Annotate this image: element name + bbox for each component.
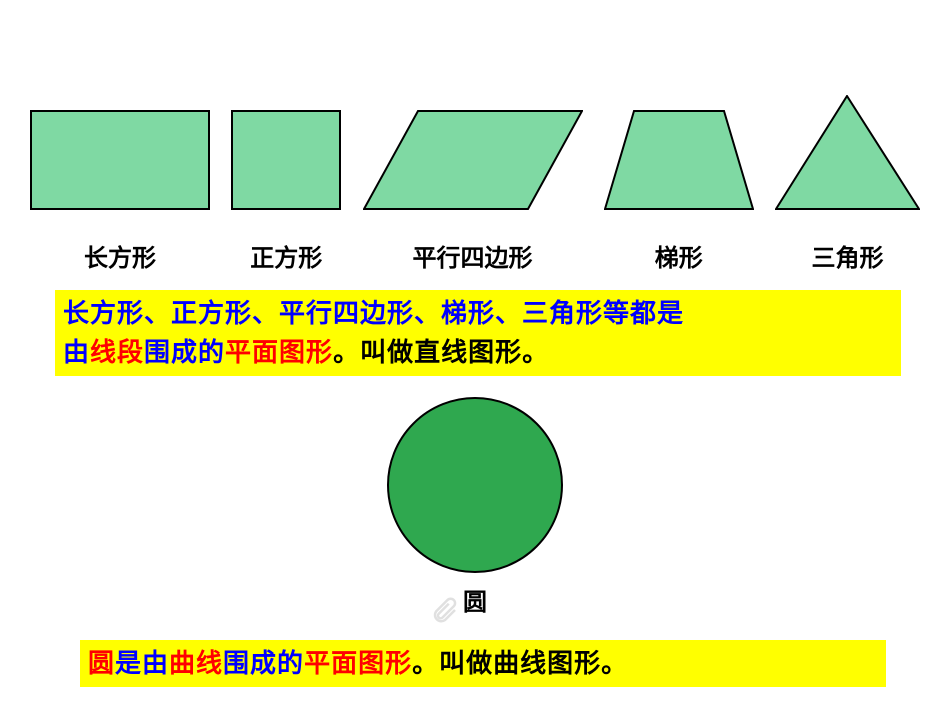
square-shape [231, 110, 341, 210]
definition-text-2: 圆是由曲线围成的平面图形。叫做曲线图形。 [80, 640, 886, 687]
square-label: 正方形 [250, 238, 322, 273]
rectangle-shape [30, 110, 210, 210]
parallelogram-shape [363, 110, 583, 210]
trapezoid-group: 梯形 [604, 110, 754, 273]
triangle-group: 三角形 [775, 95, 920, 273]
parallelogram-group: 平行四边形 [363, 110, 583, 273]
trapezoid-label: 梯形 [655, 238, 703, 273]
circle-label: 圆 [463, 582, 487, 617]
triangle-label: 三角形 [812, 238, 884, 273]
triangle-shape [775, 95, 920, 210]
shapes-row: 长方形 正方形 平行四边形 梯形 三角形 [30, 95, 920, 273]
circle-shape [386, 396, 564, 574]
paperclip-icon [430, 595, 460, 625]
rectangle-group: 长方形 [30, 110, 210, 273]
square-group: 正方形 [231, 110, 341, 273]
definition-text-1: 长方形、正方形、平行四边形、梯形、三角形等都是由线段围成的平面图形。叫做直线图形… [55, 290, 901, 376]
circle-group: 圆 [386, 396, 564, 617]
parallelogram-label: 平行四边形 [413, 238, 533, 273]
rectangle-label: 长方形 [84, 238, 156, 273]
trapezoid-shape [604, 110, 754, 210]
